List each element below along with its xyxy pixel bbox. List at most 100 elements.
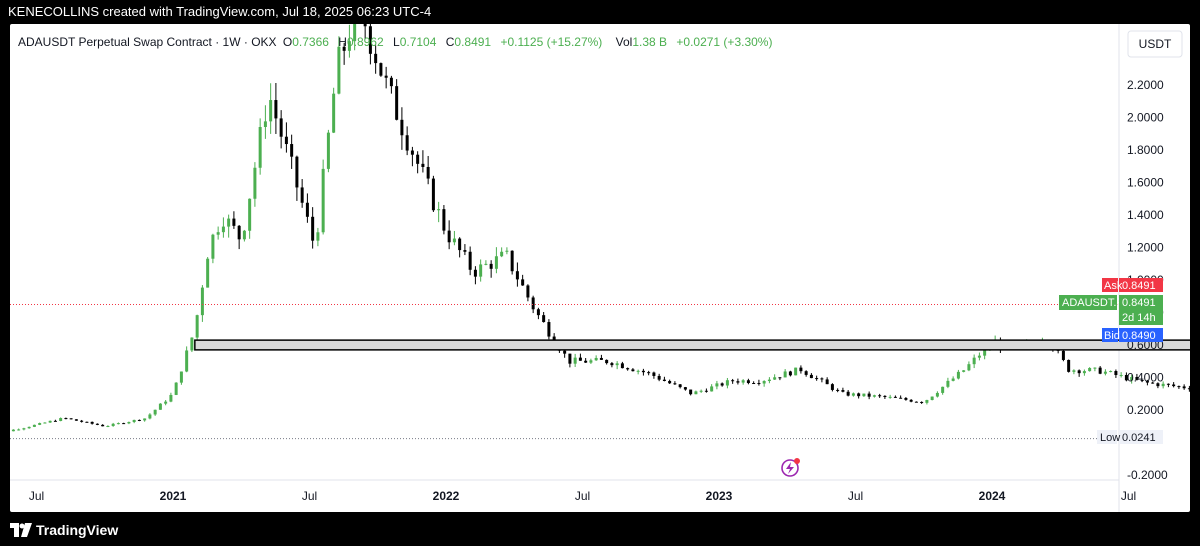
candle-body: [883, 395, 887, 397]
legend-volume-label: Vol: [616, 35, 633, 49]
candle-body: [473, 269, 477, 277]
candle-body: [95, 423, 99, 425]
candle-body: [631, 369, 635, 372]
candle-body: [85, 421, 89, 423]
candle-body: [941, 386, 945, 393]
lightning-icon[interactable]: [781, 458, 800, 477]
candle-body: [794, 367, 798, 376]
candle-body: [363, 24, 367, 27]
candle-body: [64, 418, 68, 420]
candle-body: [368, 26, 372, 54]
tradingview-logo-icon: [10, 523, 32, 537]
candle-body: [1156, 383, 1160, 387]
candle-body: [531, 297, 535, 310]
candle-body: [904, 398, 908, 400]
candle-body: [321, 168, 325, 233]
price-chart[interactable]: ADAUSDT Perpetual Swap Contract · 1W · O…: [10, 24, 1190, 512]
candle-body: [741, 380, 745, 383]
candle-body: [783, 371, 787, 378]
candle-body: [190, 337, 194, 351]
candle-body: [846, 391, 850, 396]
candle-body: [956, 371, 960, 379]
legend-volume-value: 1.38 B: [632, 35, 667, 49]
time-tick-label: 2023: [706, 489, 733, 503]
bar-countdown: 2d 14h: [1122, 312, 1156, 324]
candle-body: [594, 357, 598, 361]
candle-body: [389, 77, 393, 87]
currency-button[interactable]: [1127, 30, 1183, 58]
candle-body: [316, 232, 320, 241]
candle-body: [426, 166, 430, 179]
candle-body: [53, 420, 57, 422]
candle-body: [442, 209, 446, 231]
candle-body: [542, 315, 546, 323]
candle-body: [326, 132, 330, 169]
candle-body: [505, 250, 509, 252]
chart-frame[interactable]: ADAUSDT Perpetual Swap Contract · 1W · O…: [10, 24, 1190, 512]
candle-body: [526, 285, 530, 298]
candle-body: [69, 418, 73, 420]
candle-body: [731, 380, 735, 382]
bid-value: 0.8490: [1122, 330, 1156, 342]
candle-body: [22, 428, 26, 430]
candle-body: [935, 392, 939, 397]
candle-body: [1103, 371, 1107, 374]
candle-body: [878, 395, 882, 397]
time-tick-label: Jul: [1121, 489, 1136, 503]
candle-body: [284, 136, 288, 145]
legend-volume-change: +0.0271 (+3.30%): [676, 35, 772, 49]
time-tick-label: 2024: [979, 489, 1006, 503]
candle-body: [1172, 384, 1176, 387]
candle-body: [290, 144, 294, 157]
currency-label: USDT: [1139, 37, 1172, 51]
candle-body: [804, 371, 808, 375]
candle-body: [668, 380, 672, 384]
candle-body: [395, 86, 399, 120]
price-tick-label: 0.2000: [1127, 403, 1164, 417]
candle-body: [909, 399, 913, 402]
candle-body: [1077, 370, 1081, 374]
candle-body: [1067, 359, 1071, 372]
candle-body: [74, 419, 78, 421]
price-tick-label: 1.6000: [1127, 176, 1164, 190]
overlays: [10, 304, 1190, 440]
candle-body: [405, 135, 409, 151]
candle-body: [1166, 383, 1170, 385]
candle-body: [1109, 371, 1113, 373]
candle-body: [410, 150, 414, 155]
candle-body: [767, 379, 771, 382]
candle-body: [200, 287, 204, 316]
candle-body: [815, 378, 819, 380]
low-value-bg: [1119, 430, 1163, 444]
candle-body: [295, 156, 299, 188]
candle-body: [715, 383, 719, 387]
legend-close-label: C: [446, 35, 455, 49]
support-zone-rectangle[interactable]: [194, 339, 1190, 351]
time-axis-ticks: Jul2021Jul2022Jul2023Jul2024Jul2025Jul20…: [29, 489, 1136, 503]
legend-low-label: L: [393, 35, 400, 49]
candle-body: [479, 264, 483, 277]
candle-body: [353, 24, 357, 42]
candle-body: [809, 374, 813, 379]
candle-body: [253, 167, 257, 199]
candle-body: [536, 309, 540, 316]
candle-body: [311, 216, 315, 241]
ask-label-bg: [1102, 278, 1118, 292]
candle-body: [1093, 367, 1097, 369]
candle-body: [773, 377, 777, 380]
candle-body: [1061, 350, 1065, 360]
candle-body: [27, 426, 31, 429]
candle-body: [605, 359, 609, 364]
candle-body: [158, 403, 162, 410]
candle-body: [983, 347, 987, 356]
candle-body: [762, 381, 766, 384]
candle-body: [563, 350, 567, 354]
tradingview-logo[interactable]: TradingView: [10, 521, 118, 539]
low-label: Low: [1100, 432, 1120, 444]
footer-bar: TradingView: [0, 514, 1200, 546]
candle-body: [972, 357, 976, 365]
low-badge: Low 0.0241: [1097, 430, 1163, 444]
candle-body: [221, 226, 225, 233]
candle-body: [1140, 379, 1144, 381]
candle-body: [143, 418, 147, 421]
